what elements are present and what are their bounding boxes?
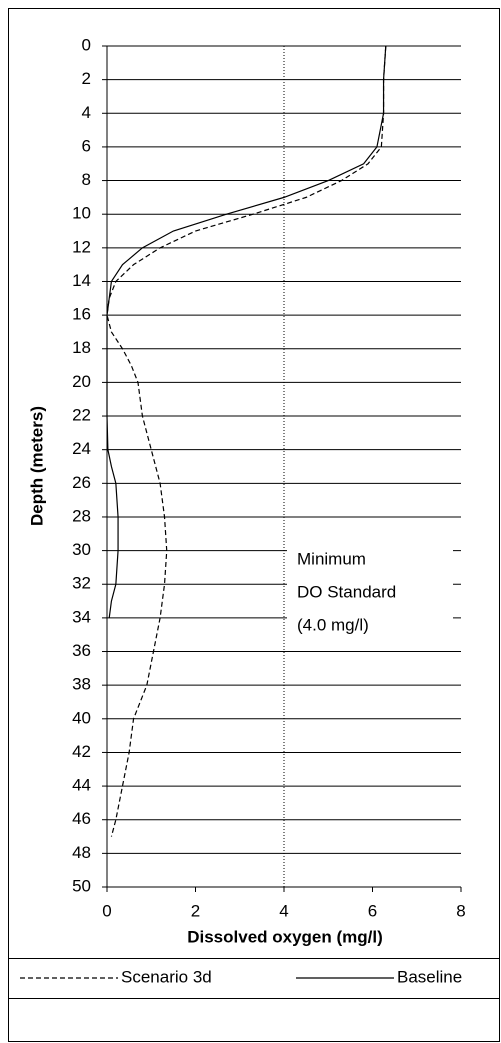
- y-tick-label: 50: [72, 876, 91, 895]
- y-tick-label: 22: [72, 406, 91, 425]
- y-axis-label: Depth (meters): [27, 406, 46, 526]
- x-tick-label: 8: [456, 901, 465, 920]
- y-tick-label: 20: [72, 372, 91, 391]
- y-tick-label: 24: [72, 439, 91, 458]
- chart-frame: [8, 8, 500, 1042]
- y-tick-label: 42: [72, 742, 91, 761]
- y-tick-label: 0: [82, 35, 91, 54]
- legend-label: Scenario 3d: [121, 967, 212, 986]
- y-tick-label: 40: [72, 708, 91, 727]
- y-tick-label: 34: [72, 607, 91, 626]
- y-tick-label: 38: [72, 675, 91, 694]
- y-tick-label: 8: [82, 170, 91, 189]
- x-tick-label: 0: [102, 901, 111, 920]
- y-tick-label: 44: [72, 776, 91, 795]
- legend-label: Baseline: [397, 967, 462, 986]
- annotation-text: (4.0 mg/l): [297, 615, 369, 634]
- y-tick-label: 14: [72, 271, 91, 290]
- x-axis-label: Dissolved oxygen (mg/l): [187, 927, 383, 946]
- y-tick-label: 2: [82, 69, 91, 88]
- annotation-text: DO Standard: [297, 582, 396, 601]
- y-tick-label: 18: [72, 338, 91, 357]
- y-tick-label: 36: [72, 641, 91, 660]
- y-tick-label: 32: [72, 574, 91, 593]
- x-tick-label: 6: [368, 901, 377, 920]
- annotation-text: Minimum: [297, 549, 366, 568]
- x-tick-label: 2: [191, 901, 200, 920]
- y-tick-label: 16: [72, 305, 91, 324]
- y-tick-label: 48: [72, 843, 91, 862]
- legend-box: [8, 958, 500, 999]
- x-tick-label: 4: [279, 901, 288, 920]
- annotation-background: [287, 542, 453, 644]
- y-tick-label: 26: [72, 473, 91, 492]
- y-tick-label: 46: [72, 809, 91, 828]
- series-line: [106, 45, 387, 618]
- y-tick-label: 30: [72, 540, 91, 559]
- y-tick-label: 6: [82, 136, 91, 155]
- series-line: [106, 45, 387, 837]
- y-tick-label: 28: [72, 506, 91, 525]
- y-tick-label: 10: [72, 204, 91, 223]
- y-tick-label: 4: [82, 103, 91, 122]
- y-tick-label: 12: [72, 237, 91, 256]
